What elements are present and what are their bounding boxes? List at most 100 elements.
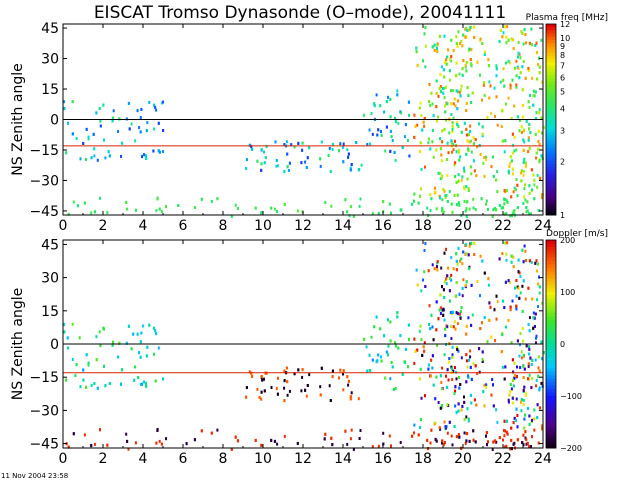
echo-cell bbox=[485, 385, 487, 389]
colorbar-swatch bbox=[546, 434, 556, 439]
echo-cell bbox=[432, 383, 435, 387]
echo-cell bbox=[157, 121, 160, 125]
echo-cell bbox=[442, 91, 445, 95]
echo-cell bbox=[524, 413, 527, 417]
echo-cell bbox=[424, 44, 427, 48]
y-axis-label: NS Zenith angle bbox=[10, 63, 26, 175]
echo-cell bbox=[331, 142, 334, 146]
echo-cell bbox=[121, 368, 124, 372]
echo-cell bbox=[474, 138, 477, 142]
echo-cell bbox=[157, 149, 160, 153]
echo-cell bbox=[496, 123, 499, 127]
echo-cell bbox=[397, 121, 400, 125]
echo-cell bbox=[447, 360, 450, 364]
echo-cell bbox=[430, 91, 433, 95]
echo-cell bbox=[500, 350, 503, 354]
echo-cell bbox=[388, 202, 391, 206]
echo-cell bbox=[439, 312, 442, 315]
echo-cell bbox=[283, 386, 286, 390]
echo-cell bbox=[524, 161, 527, 165]
echo-cell bbox=[419, 367, 422, 371]
echo-cell bbox=[72, 432, 75, 436]
echo-cell bbox=[162, 129, 165, 132]
echo-cell bbox=[519, 118, 521, 122]
echo-cell bbox=[127, 101, 130, 105]
echo-cell bbox=[377, 353, 380, 357]
echo-cell bbox=[437, 317, 440, 321]
echo-cell bbox=[153, 326, 155, 330]
echo-cell bbox=[376, 133, 379, 137]
echo-cell bbox=[511, 78, 514, 82]
echo-cell bbox=[537, 441, 540, 445]
echo-cell bbox=[464, 64, 467, 68]
echo-cell bbox=[455, 203, 458, 207]
echo-cell bbox=[432, 114, 435, 118]
echo-cell bbox=[126, 207, 129, 211]
echo-cell bbox=[527, 407, 529, 410]
echo-cell bbox=[490, 335, 493, 339]
echo-cell bbox=[516, 115, 519, 119]
echo-cell bbox=[461, 73, 464, 77]
echo-cell bbox=[519, 56, 522, 60]
colorbar-swatch bbox=[546, 330, 556, 335]
echo-cell bbox=[422, 345, 425, 349]
colorbar-swatch bbox=[546, 24, 556, 28]
echo-cell bbox=[473, 25, 476, 29]
echo-cell bbox=[473, 241, 476, 245]
echo-cell bbox=[413, 423, 416, 427]
echo-cell bbox=[389, 129, 392, 133]
echo-cell bbox=[535, 41, 538, 45]
echo-cell bbox=[455, 121, 458, 125]
echo-cell bbox=[470, 283, 473, 287]
echo-cell bbox=[513, 209, 516, 213]
echo-cell bbox=[439, 172, 442, 175]
echo-cell bbox=[388, 434, 391, 438]
colorbar-swatch bbox=[546, 392, 556, 397]
echo-cell bbox=[118, 341, 121, 345]
echo-cell bbox=[463, 166, 465, 170]
echo-cell bbox=[520, 179, 523, 183]
echo-cell bbox=[408, 337, 410, 341]
echo-cell bbox=[516, 206, 519, 209]
echo-cell bbox=[528, 105, 531, 109]
echo-cell bbox=[522, 60, 525, 64]
colorbar-swatch bbox=[546, 43, 556, 47]
echo-cell bbox=[466, 200, 469, 204]
colorbar-swatch bbox=[546, 179, 556, 184]
echo-cell bbox=[524, 163, 527, 167]
echo-cell bbox=[436, 47, 438, 50]
echo-cell bbox=[517, 51, 520, 55]
echo-cell bbox=[505, 41, 508, 45]
echo-cell bbox=[530, 386, 533, 390]
echo-cell bbox=[492, 208, 495, 212]
echo-cell bbox=[63, 100, 66, 104]
echo-cell bbox=[468, 358, 470, 362]
echo-cell bbox=[236, 439, 239, 443]
echo-cell bbox=[156, 196, 159, 200]
colorbar-swatch bbox=[546, 49, 556, 54]
echo-cell bbox=[469, 355, 472, 359]
echo-cell bbox=[417, 433, 420, 437]
echo-cell bbox=[523, 195, 526, 199]
echo-cell bbox=[283, 203, 286, 206]
echo-cell bbox=[286, 165, 289, 169]
echo-cell bbox=[254, 206, 257, 210]
echo-cell bbox=[521, 441, 524, 445]
x-tick-label: 0 bbox=[59, 218, 68, 234]
echo-cell bbox=[436, 268, 439, 272]
echo-cell bbox=[139, 382, 142, 386]
echo-cell bbox=[501, 139, 504, 143]
echo-cell bbox=[328, 384, 331, 388]
echo-cell bbox=[529, 316, 531, 320]
colorbar-swatch bbox=[546, 312, 556, 317]
echo-cell bbox=[474, 440, 477, 444]
echo-cell bbox=[293, 372, 296, 376]
echo-cell bbox=[451, 121, 454, 125]
echo-cell bbox=[396, 311, 399, 315]
colorbar-tick-label: 10 bbox=[560, 34, 570, 43]
echo-cell bbox=[483, 81, 486, 85]
echo-cell bbox=[401, 372, 404, 376]
echo-cell bbox=[538, 386, 541, 390]
echo-cell bbox=[92, 132, 95, 136]
echo-cell bbox=[528, 414, 531, 418]
